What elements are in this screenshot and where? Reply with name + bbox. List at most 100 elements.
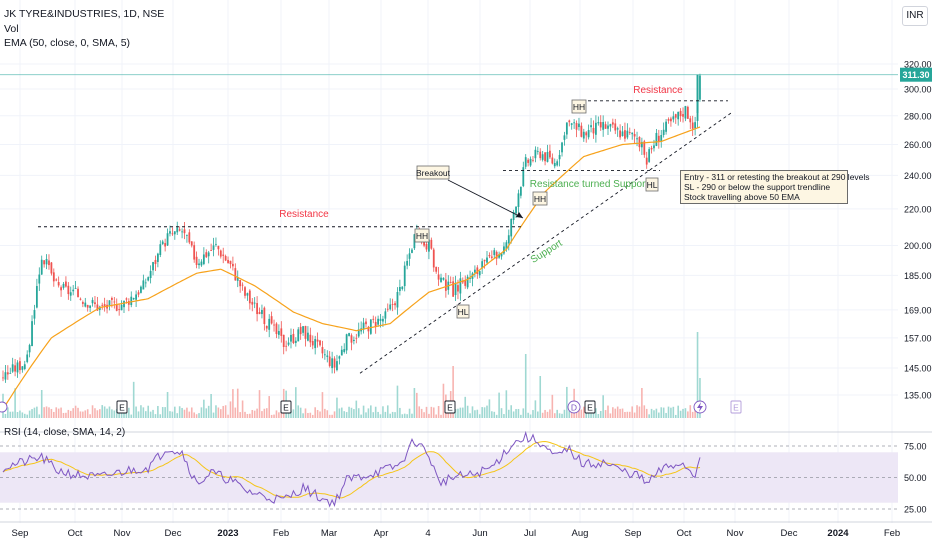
candle <box>631 132 634 140</box>
ema-legend[interactable]: EMA (50, close, 0, SMA, 5) <box>4 37 131 49</box>
volume-bar <box>667 406 670 418</box>
candle-body <box>362 322 365 330</box>
earnings-marker[interactable] <box>444 400 456 414</box>
candle <box>515 206 517 219</box>
candle <box>212 237 215 257</box>
candle <box>495 250 498 266</box>
volume-bar <box>256 408 258 418</box>
volume-bar <box>689 405 692 418</box>
candle <box>103 297 106 312</box>
candle-body <box>619 130 621 138</box>
volume-bar <box>249 413 251 418</box>
candle-body <box>575 123 578 130</box>
note-line-sl: SL - 290 or below the support trendline <box>684 182 831 192</box>
candle <box>205 249 208 259</box>
volume-bar <box>396 385 399 418</box>
candle-body <box>597 122 600 124</box>
volume-bar <box>411 413 413 418</box>
candle-body <box>369 319 372 334</box>
volume-bar <box>265 408 268 418</box>
candle-body <box>590 125 592 128</box>
candle <box>585 131 588 143</box>
hh-label-1-box <box>414 228 430 243</box>
volume-bar <box>67 409 70 418</box>
candle <box>442 277 445 281</box>
candle-body <box>348 333 350 336</box>
candle <box>258 307 261 315</box>
candle-body <box>670 118 672 122</box>
dividend-marker[interactable] <box>567 400 581 414</box>
candle-body <box>229 260 232 265</box>
event-marker[interactable]: D <box>567 400 581 414</box>
candle <box>154 255 157 271</box>
event-marker[interactable]: E <box>116 400 128 414</box>
rsi-ma-line <box>2 440 701 499</box>
volume-legend[interactable]: Vol <box>4 23 19 35</box>
candle-body <box>350 335 353 343</box>
volume-bar <box>471 406 474 418</box>
candle-body <box>536 150 539 152</box>
candle <box>452 276 455 298</box>
volume-bar <box>537 411 539 418</box>
candle-body <box>309 334 312 343</box>
candle <box>2 370 4 382</box>
candle-body <box>256 303 258 315</box>
candle-body <box>377 318 379 325</box>
volume-bar <box>357 408 360 418</box>
candle <box>360 321 363 335</box>
candle <box>81 300 84 308</box>
candle-body <box>394 303 396 306</box>
symbol-title[interactable]: JK TYRE&INDUSTRIES, 1D, NSE <box>4 8 165 20</box>
candle <box>215 237 217 247</box>
candle-body <box>645 157 648 165</box>
rsi-legend: RSI (14, close, SMA, 14, 2) <box>4 427 125 438</box>
candle-body <box>444 279 447 291</box>
event-marker[interactable]: E <box>730 400 742 414</box>
candle-body <box>691 122 694 129</box>
candle <box>396 287 399 315</box>
currency-button[interactable]: INR <box>902 6 928 26</box>
candle <box>222 247 225 264</box>
candle-body <box>682 114 684 117</box>
candle-body <box>578 123 580 128</box>
candle-body <box>96 304 99 311</box>
candle <box>147 276 150 282</box>
volume-bar <box>464 396 467 418</box>
event-marker[interactable]: E <box>280 400 292 414</box>
volume-bar <box>616 406 619 418</box>
earnings-marker[interactable] <box>584 400 596 414</box>
candle-body <box>127 301 130 305</box>
volume-bar <box>478 414 481 418</box>
event-marker[interactable]: E <box>444 400 456 414</box>
candle-body <box>500 253 503 257</box>
event-marker[interactable]: E <box>584 400 596 414</box>
earnings-marker[interactable] <box>730 400 742 414</box>
time-tick-label: Dec <box>165 528 182 539</box>
candle <box>474 265 476 278</box>
volume-bar <box>79 411 82 418</box>
candle-body <box>432 249 435 268</box>
candle-body <box>384 311 387 319</box>
candle-body <box>406 260 409 266</box>
candle-body <box>57 282 60 286</box>
volume-bar <box>638 406 641 418</box>
candle <box>536 146 539 155</box>
candle <box>190 241 193 248</box>
time-tick-label: Sep <box>12 528 29 539</box>
candle-body <box>6 372 9 375</box>
earnings-marker[interactable] <box>116 400 128 414</box>
price-tick-label: 185.00 <box>904 271 932 281</box>
volume-bar <box>597 414 600 418</box>
earnings-marker[interactable] <box>280 400 292 414</box>
candle <box>353 336 355 345</box>
candle-body <box>624 130 626 139</box>
volume-bar <box>626 411 629 418</box>
candle <box>401 286 404 291</box>
candle-body <box>198 263 200 266</box>
volume-bar <box>483 407 486 418</box>
candle-body <box>244 287 246 296</box>
candle-body <box>190 241 193 246</box>
volume-bar <box>507 409 510 418</box>
candle <box>275 322 278 339</box>
